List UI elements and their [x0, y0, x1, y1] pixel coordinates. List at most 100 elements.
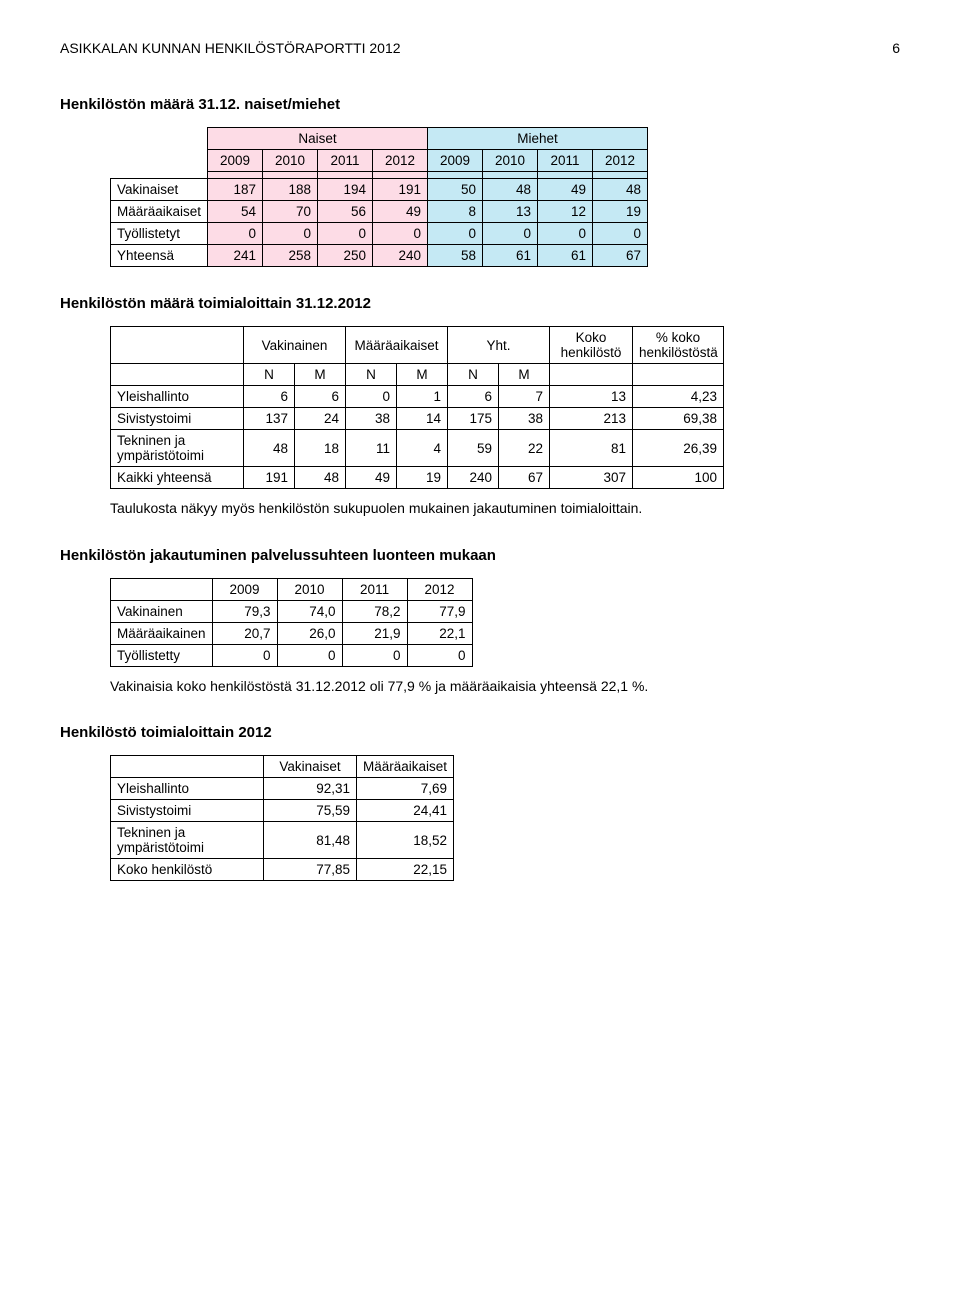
cell: 74,0 — [277, 600, 342, 622]
row-label: Tekninen ja ympäristötoimi — [111, 822, 264, 859]
cell: 20,7 — [212, 622, 277, 644]
cell: 70 — [263, 201, 318, 223]
cell: 250 — [318, 245, 373, 267]
table-row: Yhteensä24125825024058616167 — [111, 245, 648, 267]
table-row: Kaikki yhteensä19148491924067307100 — [111, 467, 724, 489]
cell: 59 — [448, 430, 499, 467]
cell: 81 — [550, 430, 633, 467]
table-row: Vakinainen Määräaikaiset Yht. Koko henki… — [111, 327, 724, 364]
cell: 7 — [499, 386, 550, 408]
section4-title: Henkilöstö toimialoittain 2012 — [60, 724, 900, 741]
page-header: ASIKKALAN KUNNAN HENKILÖSTÖRAPORTTI 2012… — [60, 40, 900, 56]
cell: 258 — [263, 245, 318, 267]
table-row: Työllistetty0000 — [111, 644, 473, 666]
cell: 307 — [550, 467, 633, 489]
year-header: 2012 — [593, 150, 648, 172]
cell: 0 — [483, 223, 538, 245]
cell: 48 — [295, 467, 346, 489]
row-label: Tekninen ja ympäristötoimi — [111, 430, 244, 467]
cell: 61 — [483, 245, 538, 267]
year-header: 2012 — [373, 150, 428, 172]
row-label: Yhteensä — [111, 245, 208, 267]
sub-m: M — [499, 364, 550, 386]
col-maaraaikaiset: Määräaikaiset — [357, 756, 454, 778]
table-row: Koko henkilöstö77,8522,15 — [111, 859, 454, 881]
cell: 48 — [244, 430, 295, 467]
cell: 48 — [483, 179, 538, 201]
cell: 0 — [407, 644, 472, 666]
row-label: Työllistetty — [111, 644, 213, 666]
table-row: Vakinaiset Määräaikaiset — [111, 756, 454, 778]
cell: 49 — [538, 179, 593, 201]
cell: 22,1 — [407, 622, 472, 644]
cell: 24 — [295, 408, 346, 430]
cell: 75,59 — [264, 800, 357, 822]
cell: 19 — [593, 201, 648, 223]
cell: 26,39 — [633, 430, 724, 467]
cell: 79,3 — [212, 600, 277, 622]
cell: 0 — [318, 223, 373, 245]
table-row: Määräaikaiset547056498131219 — [111, 201, 648, 223]
year-header: 2009 — [428, 150, 483, 172]
sub-m: M — [295, 364, 346, 386]
col-maaraaikaiset: Määräaikaiset — [346, 327, 448, 364]
year-header: 2009 — [208, 150, 263, 172]
cell: 191 — [373, 179, 428, 201]
cell: 0 — [428, 223, 483, 245]
col-group-miehet: Miehet — [428, 128, 648, 150]
sub-n: N — [346, 364, 397, 386]
cell: 0 — [346, 386, 397, 408]
cell: 194 — [318, 179, 373, 201]
table-row: Työllistetyt00000000 — [111, 223, 648, 245]
table-toimialoittain: Vakinainen Määräaikaiset Yht. Koko henki… — [110, 326, 724, 489]
cell: 54 — [208, 201, 263, 223]
col-yht: Yht. — [448, 327, 550, 364]
row-label: Sivistystoimi — [111, 408, 244, 430]
col-group-naiset: Naiset — [208, 128, 428, 150]
row-label: Sivistystoimi — [111, 800, 264, 822]
section3-note: Vakinaisia koko henkilöstöstä 31.12.2012… — [110, 677, 850, 697]
col-vakinaiset: Vakinaiset — [264, 756, 357, 778]
cell: 6 — [295, 386, 346, 408]
cell: 100 — [633, 467, 724, 489]
cell: 6 — [244, 386, 295, 408]
cell: 8 — [428, 201, 483, 223]
cell: 50 — [428, 179, 483, 201]
cell: 18,52 — [357, 822, 454, 859]
row-label: Vakinainen — [111, 600, 213, 622]
table-row: Määräaikainen20,726,021,922,1 — [111, 622, 473, 644]
table-row: Tekninen ja ympäristötoimi81,4818,52 — [111, 822, 454, 859]
cell: 0 — [342, 644, 407, 666]
cell: 61 — [538, 245, 593, 267]
cell: 7,69 — [357, 778, 454, 800]
cell: 24,41 — [357, 800, 454, 822]
header-title: ASIKKALAN KUNNAN HENKILÖSTÖRAPORTTI 2012 — [60, 40, 401, 56]
cell: 241 — [208, 245, 263, 267]
col-vakinainen: Vakinainen — [244, 327, 346, 364]
sub-m: M — [397, 364, 448, 386]
section2-title: Henkilöstön määrä toimialoittain 31.12.2… — [60, 295, 900, 312]
cell: 77,9 — [407, 600, 472, 622]
cell: 92,31 — [264, 778, 357, 800]
cell: 49 — [373, 201, 428, 223]
row-label: Yleishallinto — [111, 386, 244, 408]
cell: 240 — [373, 245, 428, 267]
cell: 4,23 — [633, 386, 724, 408]
row-label: Vakinaiset — [111, 179, 208, 201]
cell: 0 — [208, 223, 263, 245]
cell: 188 — [263, 179, 318, 201]
cell: 12 — [538, 201, 593, 223]
cell: 49 — [346, 467, 397, 489]
table-row: Vakinaiset18718819419150484948 — [111, 179, 648, 201]
row-label: Koko henkilöstö — [111, 859, 264, 881]
cell: 6 — [448, 386, 499, 408]
cell: 67 — [499, 467, 550, 489]
cell: 11 — [346, 430, 397, 467]
cell: 240 — [448, 467, 499, 489]
cell: 78,2 — [342, 600, 407, 622]
section2-note: Taulukosta näkyy myös henkilöstön sukupu… — [110, 499, 850, 519]
row-label: Määräaikaiset — [111, 201, 208, 223]
sub-n: N — [244, 364, 295, 386]
table-row: Yleishallinto92,317,69 — [111, 778, 454, 800]
cell: 18 — [295, 430, 346, 467]
